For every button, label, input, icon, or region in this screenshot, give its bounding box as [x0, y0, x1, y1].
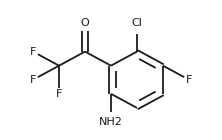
- Text: F: F: [30, 47, 36, 57]
- Text: F: F: [30, 75, 36, 85]
- Text: NH2: NH2: [99, 117, 123, 127]
- Text: Cl: Cl: [132, 18, 143, 28]
- Text: O: O: [81, 18, 89, 28]
- Text: F: F: [56, 89, 62, 99]
- Text: F: F: [186, 75, 192, 85]
